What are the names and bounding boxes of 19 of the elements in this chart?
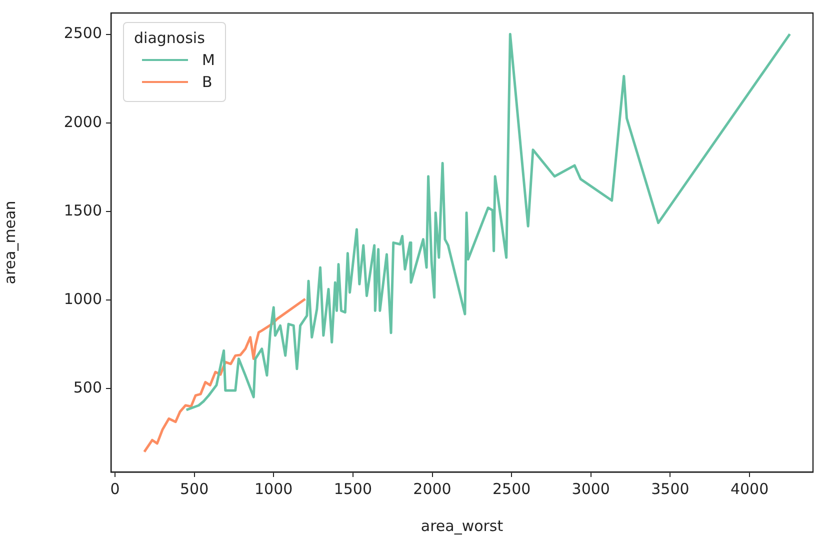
x-tick-label: 2500 <box>492 480 531 498</box>
legend-title: diagnosis <box>134 29 206 47</box>
x-tick-label: 0 <box>110 480 120 498</box>
y-tick-label: 500 <box>73 378 102 397</box>
y-tick-label: 1500 <box>64 201 102 220</box>
x-tick-label: 1500 <box>334 480 372 498</box>
x-tick-label: 3000 <box>572 480 610 498</box>
x-tick-label: 500 <box>180 480 209 498</box>
y-tick-label: 2500 <box>64 24 102 42</box>
y-axis-title: area_mean <box>0 200 19 284</box>
legend-label: B <box>202 73 212 91</box>
x-tick-label: 3500 <box>651 480 690 498</box>
x-tick-label: 4000 <box>730 480 769 498</box>
y-tick-label: 2000 <box>64 112 102 131</box>
x-axis-title: area_worst <box>420 516 504 535</box>
y-tick-label: 1000 <box>64 290 102 308</box>
legend-label: M <box>202 51 215 69</box>
x-tick-label: 2000 <box>413 480 452 498</box>
x-tick-label: 1000 <box>254 480 293 498</box>
